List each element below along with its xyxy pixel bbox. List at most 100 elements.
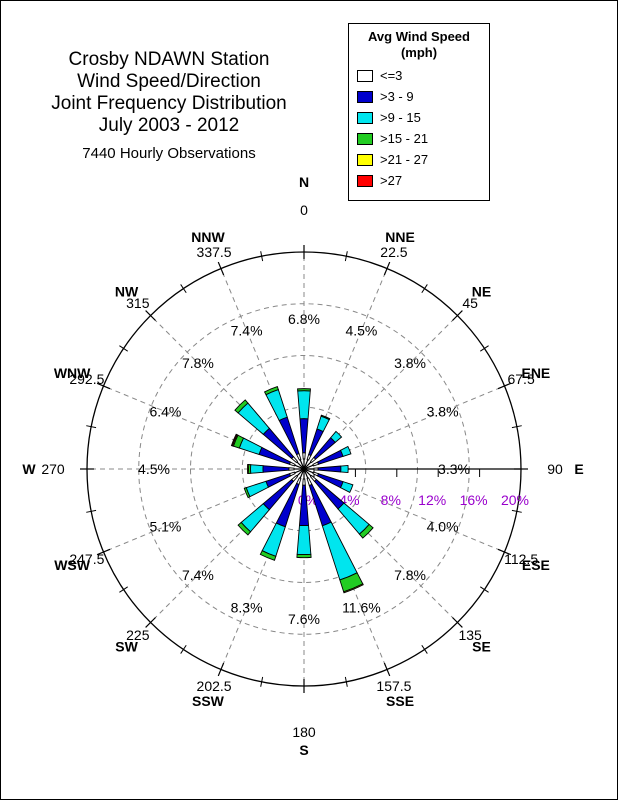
grid-spoke — [150, 315, 298, 463]
petal-segment — [296, 553, 312, 559]
sector-total-label: 3.8% — [394, 355, 426, 371]
minor-tick — [511, 509, 522, 513]
direction-degree-label: 247.5 — [69, 551, 104, 567]
petal-segment — [230, 433, 238, 447]
legend-items: <=3 >3 - 9 >9 - 15 >15 - 21 >21 - 27 >27 — [349, 65, 489, 191]
minor-tick — [86, 425, 97, 429]
hub-line — [303, 464, 314, 470]
petal-segment — [340, 464, 349, 474]
sector-total-label: 7.4% — [182, 567, 214, 583]
chart-title-line: July 2003 - 2012 — [98, 115, 240, 136]
petal-segment — [297, 388, 311, 392]
hub-line — [299, 459, 305, 470]
hub-line — [303, 461, 312, 470]
grid-spoke — [220, 268, 301, 460]
sector-total-label: 4.5% — [345, 322, 377, 338]
direction-tick — [497, 382, 512, 390]
chart-title-line: Wind Speed/Direction — [77, 71, 261, 92]
grid-spoke — [313, 472, 505, 553]
direction-tick — [96, 548, 111, 556]
legend-label: >27 — [380, 173, 403, 188]
direction-tick — [217, 662, 225, 677]
radial-tick-label: 12% — [418, 492, 446, 508]
petal-segment — [329, 430, 343, 444]
hub-line — [296, 461, 305, 470]
chart-title-block: Crosby NDAWN Station Wind Speed/Directio… — [19, 49, 319, 162]
minor-tick — [180, 644, 187, 654]
petal-segment — [250, 464, 264, 474]
sector-total-label: 8.3% — [231, 600, 263, 616]
legend-item: >21 - 27 — [349, 149, 489, 170]
petal-segment — [262, 465, 290, 473]
petal-segment — [320, 414, 331, 421]
sector-total-label: 6.8% — [288, 311, 320, 327]
direction-label: E — [574, 461, 583, 477]
direction-tick — [96, 382, 111, 390]
sector-total-label: 3.8% — [427, 404, 459, 420]
petal-segment — [296, 524, 312, 556]
petal-segment — [358, 523, 374, 539]
minor-tick — [421, 644, 428, 654]
sector-total-label: 6.4% — [149, 404, 181, 420]
petal-segment — [245, 480, 269, 498]
minor-tick — [119, 586, 129, 593]
legend-label: >15 - 21 — [380, 131, 429, 146]
direction-degree-label: 112.5 — [504, 551, 538, 567]
direction-degree-label: 0 — [300, 202, 308, 218]
petal-segment — [299, 418, 309, 454]
chart-title-line: Joint Frequency Distribution — [51, 93, 287, 114]
direction-label: WNW — [54, 365, 91, 381]
direction-degree-label: 157.5 — [376, 678, 411, 694]
direction-degree-label: 337.5 — [197, 244, 232, 260]
petal-segment — [259, 550, 277, 561]
legend-label: >9 - 15 — [380, 110, 421, 125]
legend-label: <=3 — [380, 68, 403, 83]
direction-degree-label: 45 — [462, 295, 478, 311]
direction-label: NW — [115, 284, 139, 300]
direction-degree-label: 270 — [41, 461, 65, 477]
legend-swatch — [357, 132, 373, 145]
direction-degree-label: 135 — [458, 627, 482, 643]
legend-item: >9 - 15 — [349, 107, 489, 128]
direction-label: NE — [472, 284, 491, 300]
petal-segment — [288, 467, 295, 471]
legend-title: Avg Wind Speed (mph) — [349, 29, 489, 61]
legend-label: >3 - 9 — [380, 89, 414, 104]
direction-degree-label: 67.5 — [507, 371, 534, 387]
sector-total-label: 7.6% — [288, 611, 320, 627]
legend-item: <=3 — [349, 65, 489, 86]
hub-line — [303, 459, 309, 470]
radial-tick-label: 8% — [381, 492, 401, 508]
grid-spoke — [103, 385, 295, 466]
hub-line — [303, 468, 309, 479]
petal-segment — [302, 452, 306, 460]
legend-swatch — [357, 90, 373, 103]
legend-item: >27 — [349, 170, 489, 191]
direction-label: ENE — [521, 365, 550, 381]
petal-segment — [321, 521, 358, 581]
direction-tick — [383, 662, 391, 677]
petal-segment — [343, 583, 364, 594]
sector-total-label: 11.6% — [342, 600, 381, 616]
minor-tick — [119, 345, 129, 352]
legend-item: >3 - 9 — [349, 86, 489, 107]
legend-item: >15 - 21 — [349, 128, 489, 149]
direction-tick — [217, 261, 225, 276]
direction-label: SW — [115, 638, 138, 654]
sector-total-label: 7.4% — [231, 322, 263, 338]
minor-tick — [511, 425, 522, 429]
direction-degree-label: 202.5 — [197, 678, 232, 694]
petal-segment — [297, 390, 311, 420]
minor-tick — [479, 345, 489, 352]
direction-label: SSW — [192, 693, 225, 709]
minor-tick — [260, 676, 264, 687]
direction-label: ESE — [522, 557, 550, 573]
legend-title-line: (mph) — [400, 45, 438, 60]
direction-tick — [145, 617, 156, 628]
minor-tick — [86, 509, 97, 513]
petal-segment — [243, 487, 251, 499]
sector-total-label: 7.8% — [394, 567, 426, 583]
minor-tick — [344, 676, 348, 687]
